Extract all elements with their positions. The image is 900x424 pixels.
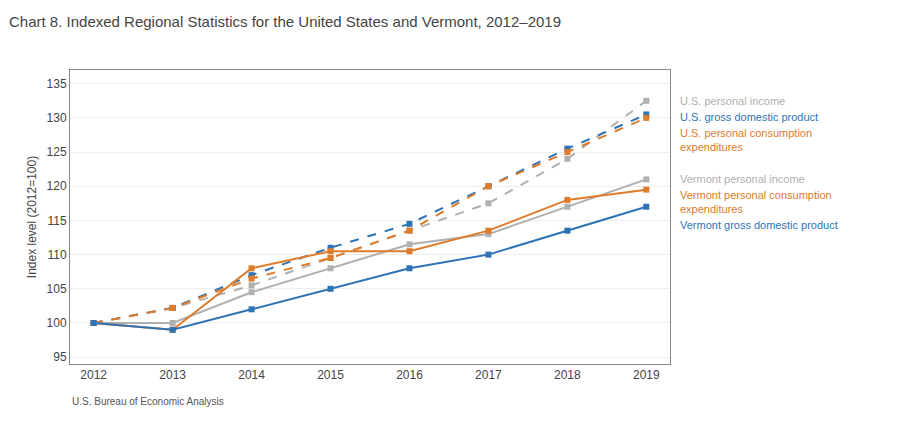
svg-text:115: 115 — [47, 214, 66, 228]
svg-text:U.S. gross domestic product: U.S. gross domestic product — [680, 111, 818, 123]
svg-text:Vermont gross domestic product: Vermont gross domestic product — [680, 219, 838, 231]
svg-text:Index level (2012=100): Index level (2012=100) — [25, 156, 39, 278]
svg-text:Vermont personal income: Vermont personal income — [680, 173, 805, 185]
svg-text:U.S. personal income: U.S. personal income — [680, 95, 785, 107]
svg-text:130: 130 — [47, 111, 67, 125]
svg-text:2016: 2016 — [396, 368, 423, 382]
svg-text:2018: 2018 — [554, 368, 581, 382]
svg-text:U.S. personal consumptionexpen: U.S. personal consumptionexpenditures — [680, 127, 812, 153]
svg-text:2017: 2017 — [475, 368, 502, 382]
svg-text:Vermont personal consumptionex: Vermont personal consumptionexpenditures — [680, 189, 832, 215]
svg-text:U.S. Bureau of Economic Analys: U.S. Bureau of Economic Analysis — [72, 396, 224, 407]
svg-text:2019: 2019 — [633, 368, 660, 382]
svg-text:120: 120 — [47, 179, 67, 193]
svg-text:125: 125 — [47, 145, 67, 159]
svg-text:135: 135 — [47, 77, 67, 91]
svg-text:2014: 2014 — [238, 368, 265, 382]
svg-text:95: 95 — [53, 350, 67, 364]
svg-text:2015: 2015 — [317, 368, 344, 382]
svg-text:110: 110 — [47, 248, 66, 262]
svg-text:100: 100 — [47, 316, 67, 330]
svg-text:2012: 2012 — [80, 368, 107, 382]
svg-text:2013: 2013 — [159, 368, 186, 382]
svg-text:105: 105 — [47, 282, 67, 296]
svg-text:Chart 8. Indexed Regional Stat: Chart 8. Indexed Regional Statistics for… — [9, 13, 561, 30]
